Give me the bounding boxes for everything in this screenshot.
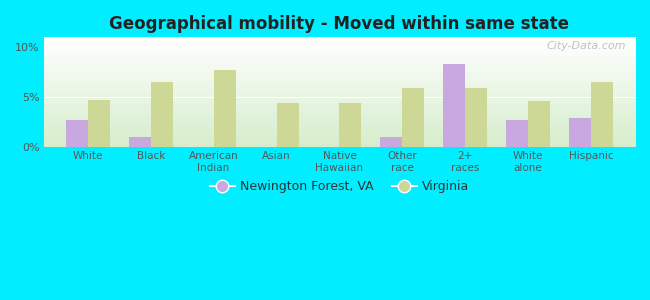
Bar: [569, 118, 591, 147]
Bar: [465, 88, 488, 147]
Bar: [214, 70, 235, 147]
Bar: [443, 64, 465, 147]
Bar: [66, 120, 88, 147]
Bar: [380, 137, 402, 147]
Title: Geographical mobility - Moved within same state: Geographical mobility - Moved within sam…: [109, 15, 569, 33]
Bar: [129, 137, 151, 147]
Bar: [151, 82, 173, 147]
Bar: [506, 120, 528, 147]
Bar: [88, 100, 110, 147]
Bar: [339, 103, 361, 147]
Bar: [276, 103, 298, 147]
Bar: [402, 88, 424, 147]
Text: City-Data.com: City-Data.com: [547, 40, 626, 51]
Bar: [528, 101, 550, 147]
Legend: Newington Forest, VA, Virginia: Newington Forest, VA, Virginia: [205, 175, 474, 198]
Bar: [591, 82, 613, 147]
